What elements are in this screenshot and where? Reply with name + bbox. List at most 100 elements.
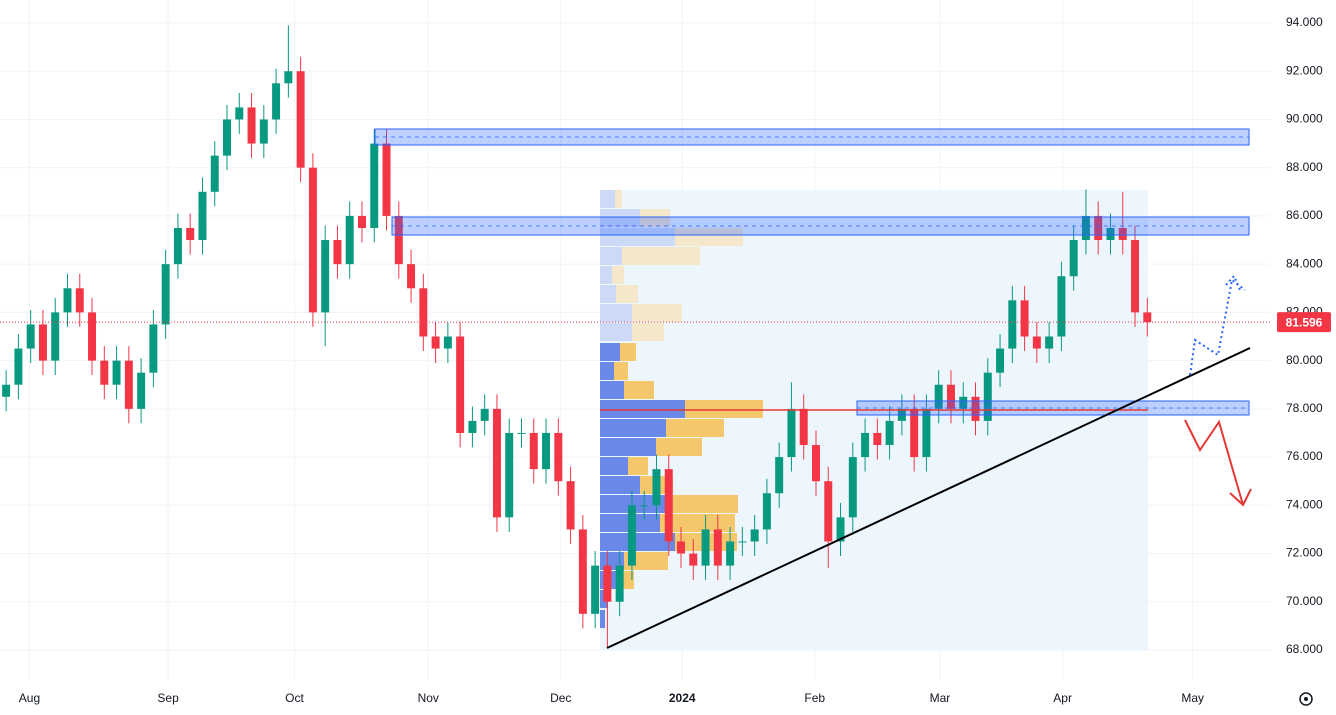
profile-bar xyxy=(622,247,700,265)
profile-bar xyxy=(685,400,763,418)
candle-body xyxy=(186,227,195,241)
candle-body xyxy=(1131,240,1140,313)
y-tick-label: 86.000 xyxy=(1286,208,1323,222)
candle-body xyxy=(971,396,980,421)
candle-body xyxy=(284,71,293,84)
y-tick-label: 74.000 xyxy=(1286,497,1323,511)
profile-bar xyxy=(600,304,632,322)
candle-body xyxy=(468,420,477,433)
profile-bar xyxy=(600,190,615,208)
candle-body xyxy=(308,167,317,313)
candle-body xyxy=(910,408,919,458)
profile-bar xyxy=(666,419,724,437)
candle-body xyxy=(161,264,170,325)
candle-body xyxy=(738,541,747,543)
profile-bar xyxy=(628,457,648,475)
candle-body xyxy=(100,360,109,385)
y-tick-label: 94.000 xyxy=(1286,15,1323,29)
candle-body xyxy=(542,432,551,470)
candle-body xyxy=(1118,227,1127,241)
candle-body xyxy=(2,384,11,397)
y-tick-label: 78.000 xyxy=(1286,401,1323,415)
candle-body xyxy=(38,324,47,361)
candle-body xyxy=(149,324,158,373)
candle-body xyxy=(480,408,489,421)
candle-body xyxy=(1069,240,1078,277)
profile-bar xyxy=(612,266,624,284)
candle-body xyxy=(861,432,870,458)
candle-body xyxy=(14,348,23,385)
profile-bar xyxy=(600,209,640,227)
candle-body xyxy=(701,529,710,566)
candle-body xyxy=(983,372,992,421)
candle-body xyxy=(1143,312,1152,323)
settings-icon-dot xyxy=(1304,697,1308,701)
candle-body xyxy=(1057,276,1066,337)
candle-body xyxy=(235,107,244,120)
x-tick-label: May xyxy=(1181,691,1204,705)
candle-body xyxy=(223,119,231,156)
candle-body xyxy=(836,517,845,542)
candle-body xyxy=(112,360,121,385)
candle-body xyxy=(198,191,207,241)
candle-body xyxy=(726,541,735,566)
candle-body xyxy=(259,119,268,144)
candle-body xyxy=(775,457,784,494)
candle-body xyxy=(566,481,575,530)
y-tick-label: 80.000 xyxy=(1286,353,1323,367)
y-tick-label: 72.000 xyxy=(1286,546,1323,560)
candle-body xyxy=(689,553,698,566)
bull-arrowhead xyxy=(1225,274,1241,291)
x-tick-label: Feb xyxy=(804,691,825,705)
profile-bar xyxy=(600,438,656,456)
candle-body xyxy=(873,432,882,446)
candle-body xyxy=(959,396,968,409)
candle-body xyxy=(934,384,943,409)
candle-body xyxy=(627,505,636,566)
candle-body xyxy=(1008,300,1017,349)
y-tick-label: 76.000 xyxy=(1286,449,1323,463)
y-tick-label: 70.000 xyxy=(1286,594,1323,608)
candle-body xyxy=(946,384,955,409)
y-tick-label: 88.000 xyxy=(1286,160,1323,174)
candle-body xyxy=(492,408,501,518)
candle-body xyxy=(124,360,133,409)
candle-body xyxy=(652,469,661,506)
bear-arrowhead xyxy=(1229,488,1252,507)
profile-bar xyxy=(600,533,675,551)
bear-path xyxy=(1184,419,1244,506)
profile-bar xyxy=(632,304,682,322)
candle-body xyxy=(407,264,416,289)
axes: 68.000 70.000 72.000 74.000 76.000 78.000 80.0… xyxy=(19,15,1331,705)
candle-body xyxy=(247,107,256,144)
profile-bar xyxy=(670,495,738,513)
candle-body xyxy=(996,348,1005,373)
profile-bar xyxy=(620,343,636,361)
x-tick-label: Nov xyxy=(418,691,439,705)
candle-body xyxy=(443,336,452,349)
candle-body xyxy=(848,457,857,518)
candle-body xyxy=(787,408,796,458)
profile-bar xyxy=(656,438,702,456)
settings-icon[interactable] xyxy=(1299,692,1313,706)
profile-bar xyxy=(640,209,670,227)
candle-body xyxy=(1045,336,1054,349)
y-tick-label: 68.000 xyxy=(1286,642,1323,656)
candle-body xyxy=(603,565,612,602)
candle-body xyxy=(554,432,563,482)
profile-bar xyxy=(600,266,612,284)
candle-body xyxy=(640,505,649,507)
candle-body xyxy=(591,565,600,614)
candle-body xyxy=(456,336,465,433)
candle-body xyxy=(63,288,72,313)
candle-body xyxy=(1081,215,1090,241)
candles xyxy=(0,25,1270,648)
candle-body xyxy=(517,432,526,434)
x-tick-label: Dec xyxy=(550,691,571,705)
candle-body xyxy=(321,240,330,313)
profile-bar xyxy=(600,610,605,628)
candle-body xyxy=(26,324,35,349)
profile-bar xyxy=(616,285,638,303)
candle-body xyxy=(713,529,722,566)
